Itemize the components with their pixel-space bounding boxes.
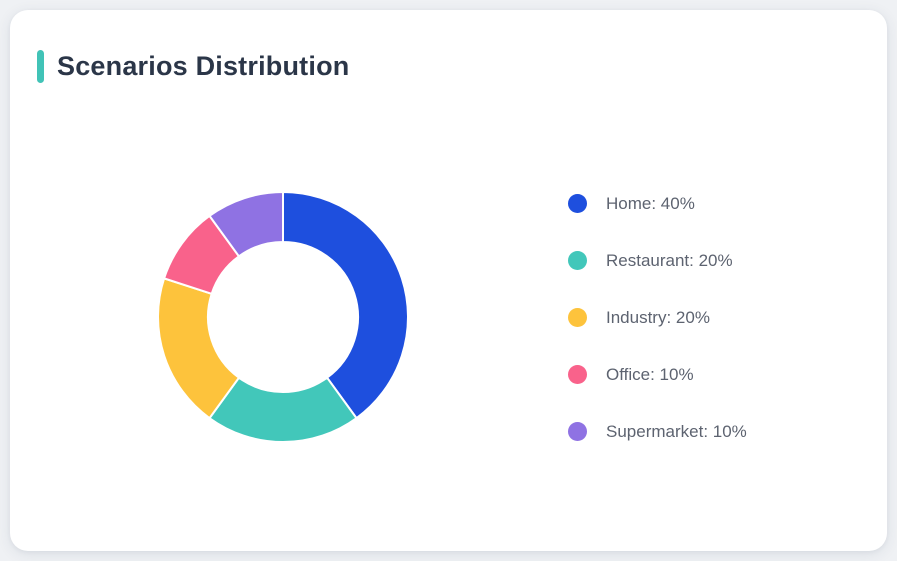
- legend-label-home: Home: 40%: [606, 194, 695, 213]
- legend-label-restaurant: Restaurant: 20%: [606, 251, 733, 270]
- legend-swatch-restaurant: [568, 251, 587, 270]
- legend-swatch-supermarket: [568, 422, 587, 441]
- legend-item-office[interactable]: Office: 10%: [568, 365, 747, 384]
- legend-swatch-home: [568, 194, 587, 213]
- legend-item-industry[interactable]: Industry: 20%: [568, 308, 747, 327]
- scenarios-distribution-card: Scenarios Distribution Home: 40% Restaura…: [10, 10, 887, 551]
- title-accent-bar: [37, 50, 44, 83]
- legend-swatch-industry: [568, 308, 587, 327]
- card-header: Scenarios Distribution: [37, 50, 349, 83]
- legend-item-home[interactable]: Home: 40%: [568, 194, 747, 213]
- legend-label-industry: Industry: 20%: [606, 308, 710, 327]
- legend-item-supermarket[interactable]: Supermarket: 10%: [568, 422, 747, 441]
- legend-item-restaurant[interactable]: Restaurant: 20%: [568, 251, 747, 270]
- donut-slice-home[interactable]: [282, 191, 409, 420]
- legend-label-supermarket: Supermarket: 10%: [606, 422, 747, 441]
- page-title: Scenarios Distribution: [57, 51, 350, 81]
- donut-slice-supermarket[interactable]: [208, 191, 284, 258]
- legend-swatch-office: [568, 365, 587, 384]
- legend-label-office: Office: 10%: [606, 365, 694, 384]
- donut-chart: [157, 191, 409, 443]
- chart-legend: Home: 40% Restaurant: 20% Industry: 20% Off…: [568, 194, 747, 441]
